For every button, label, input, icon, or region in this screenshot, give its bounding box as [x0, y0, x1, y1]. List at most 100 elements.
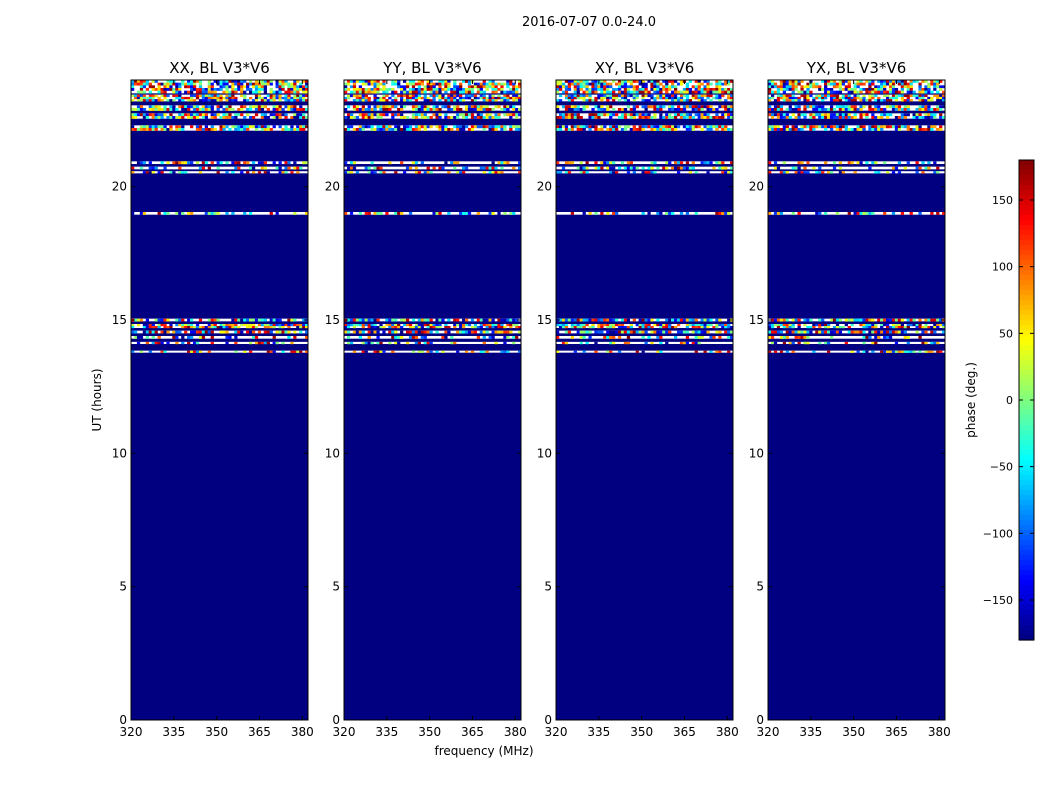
noise-cell: [638, 113, 642, 117]
noise-cell: [691, 108, 695, 111]
noise-cell: [894, 318, 899, 322]
noise-cell: [400, 94, 404, 98]
noise-cell: [612, 125, 616, 129]
noise-cell: [779, 113, 784, 117]
noise-cell: [379, 116, 383, 119]
noise-cell: [924, 330, 928, 334]
noise-cell: [688, 128, 692, 131]
noise-cell: [930, 116, 934, 119]
noise-cell: [588, 125, 592, 129]
noise-cell: [721, 116, 725, 119]
noise-cell: [880, 85, 884, 89]
noise-cell: [213, 324, 217, 327]
noise-cell: [918, 125, 922, 129]
noise-cell: [668, 80, 672, 83]
noise-cell: [405, 166, 410, 170]
noise-cell: [776, 85, 781, 89]
noise-cell: [464, 96, 469, 100]
noise-cell: [175, 82, 179, 86]
noise-cell: [868, 94, 872, 98]
noise-cell: [874, 105, 878, 109]
noise-cell: [715, 125, 719, 129]
noise-cell: [397, 125, 401, 129]
noise-cell: [656, 94, 660, 98]
noise-cell: [175, 108, 179, 111]
noise-cell: [770, 94, 775, 98]
noise-cell: [260, 125, 265, 129]
noise-cell: [373, 212, 377, 215]
noise-cell: [617, 82, 622, 86]
noise-cell: [682, 94, 687, 98]
x-tick-label: 335: [375, 725, 398, 739]
noise-cell: [346, 318, 351, 322]
noise-cell: [459, 85, 463, 89]
noise-cell: [216, 94, 220, 98]
colorbar-segment: [1019, 635, 1034, 641]
noise-cell: [154, 341, 158, 345]
noise-cell: [506, 330, 510, 334]
noise-cell: [659, 336, 663, 339]
noise-band: [344, 94, 522, 102]
noise-cell: [157, 324, 161, 327]
noise-cell: [883, 82, 887, 86]
noise-cell: [612, 166, 616, 170]
noise-cell: [582, 318, 586, 322]
noise-cell: [503, 90, 507, 94]
noise-cell: [187, 105, 191, 109]
noise-cell: [231, 85, 235, 89]
noise-cell: [243, 161, 247, 165]
noise-cell: [426, 88, 430, 91]
noise-cell: [659, 105, 663, 109]
noise-cell: [617, 350, 622, 353]
noise-cell: [400, 336, 404, 339]
noise-cell: [388, 161, 392, 165]
noise-band: [768, 171, 945, 174]
noise-band: [131, 212, 309, 215]
noise-cell: [240, 113, 244, 117]
noise-cell: [346, 324, 351, 327]
noise-cell: [918, 88, 922, 91]
noise-cell: [776, 113, 781, 117]
noise-cell: [676, 125, 681, 129]
noise-cell: [730, 326, 734, 329]
noise-cell: [467, 330, 472, 334]
noise-cell: [148, 108, 152, 111]
noise-cell: [924, 80, 928, 83]
noise-cell: [788, 105, 792, 109]
noise-cell: [724, 105, 728, 109]
noise-cell: [444, 125, 448, 129]
noise-cell: [650, 85, 654, 89]
noise-cell: [827, 330, 831, 334]
noise-cell: [178, 330, 182, 334]
noise-cell: [894, 116, 899, 119]
noise-cell: [388, 105, 392, 109]
noise-cell: [606, 330, 610, 334]
noise-cell: [871, 125, 875, 129]
noise-cell: [417, 125, 421, 129]
noise-cell: [600, 88, 604, 91]
y-tick-label: 10: [325, 446, 340, 460]
noise-cell: [600, 85, 604, 89]
noise-cell: [405, 330, 410, 334]
noise-cell: [494, 171, 498, 174]
noise-cell: [597, 82, 601, 86]
noise-cell: [403, 128, 407, 131]
noise-cell: [900, 108, 904, 111]
noise-cell: [824, 212, 828, 215]
noise-cell: [349, 125, 354, 129]
noise-cell: [791, 80, 795, 83]
noise-cell: [290, 171, 294, 174]
noise-cell: [609, 166, 613, 170]
x-tick-label: 320: [545, 725, 568, 739]
noise-cell: [862, 94, 866, 98]
noise-cell: [278, 326, 282, 329]
noise-cell: [488, 113, 492, 117]
noise-cell: [246, 128, 250, 131]
noise-cell: [821, 99, 825, 102]
noise-cell: [485, 113, 489, 117]
noise-cell: [435, 212, 439, 215]
noise-cell: [782, 113, 786, 117]
noise-cell: [154, 80, 158, 83]
noise-cell: [482, 90, 486, 94]
noise-cell: [567, 80, 572, 83]
